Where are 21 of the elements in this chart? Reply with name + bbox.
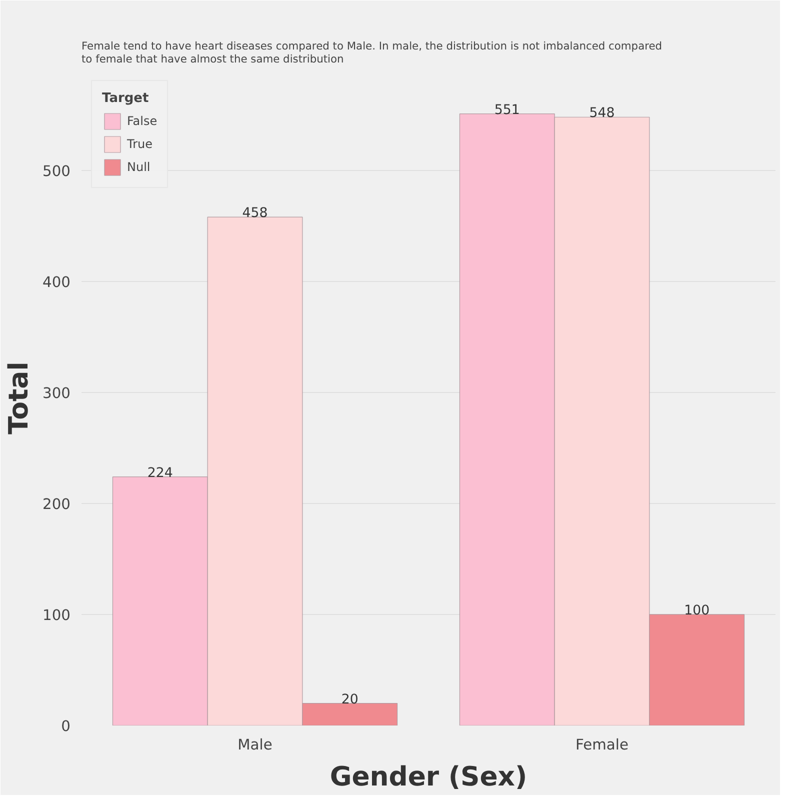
- data-label: 458: [242, 206, 268, 222]
- y-axis-title: Total: [4, 362, 35, 434]
- legend-label: True: [127, 137, 152, 151]
- data-label: 551: [494, 102, 520, 118]
- y-tick-label: 200: [42, 496, 71, 513]
- x-tick-label: Male: [238, 736, 272, 754]
- legend-title: Target: [102, 91, 150, 106]
- data-label: 100: [684, 603, 710, 618]
- data-label: 224: [147, 466, 173, 481]
- x-tick-label: Female: [576, 736, 629, 754]
- chart-title: Female tend to have heart diseases compared to Male. In male, the distribution is not imbalanced compared to female that have almost the same distribution: [82, 40, 662, 66]
- y-tick-label: 300: [42, 384, 71, 402]
- y-tick-label: 100: [42, 606, 71, 624]
- x-axis-title: Gender (Sex): [330, 762, 528, 792]
- data-label: 20: [341, 692, 358, 708]
- y-tick-label: 400: [42, 274, 71, 291]
- legend-label: Null: [127, 160, 150, 174]
- data-label: 548: [589, 106, 615, 122]
- y-tick-label: 0: [61, 718, 71, 735]
- legend-label: False: [127, 114, 158, 128]
- y-tick-label: 500: [42, 162, 71, 180]
